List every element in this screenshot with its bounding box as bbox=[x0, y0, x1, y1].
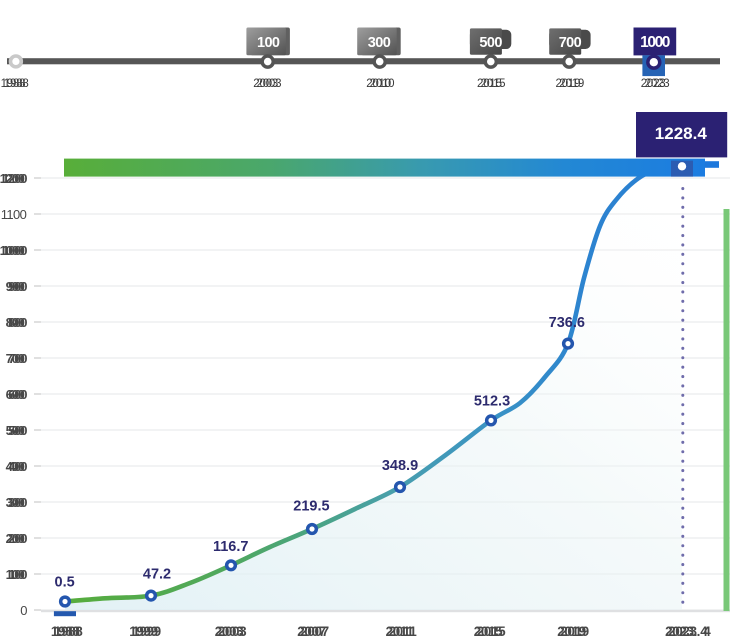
svg-text:700: 700 bbox=[6, 351, 25, 366]
svg-text:1999: 1999 bbox=[132, 624, 160, 639]
svg-text:2019: 2019 bbox=[556, 78, 581, 90]
svg-text:736.6: 736.6 bbox=[549, 315, 585, 331]
svg-text:100: 100 bbox=[8, 567, 27, 582]
svg-text:1000: 1000 bbox=[2, 243, 27, 258]
svg-text:2019: 2019 bbox=[557, 624, 585, 639]
svg-text:700: 700 bbox=[8, 351, 27, 366]
svg-text:2015: 2015 bbox=[477, 78, 502, 90]
svg-text:2010: 2010 bbox=[370, 78, 395, 90]
svg-text:500: 500 bbox=[6, 423, 25, 438]
svg-text:2023. 4: 2023. 4 bbox=[668, 624, 711, 639]
svg-text:47.2: 47.2 bbox=[143, 567, 171, 583]
svg-text:2023. 4: 2023. 4 bbox=[665, 624, 708, 639]
svg-text:1000: 1000 bbox=[0, 243, 25, 258]
svg-text:400: 400 bbox=[6, 459, 25, 474]
svg-text:1988: 1988 bbox=[1, 78, 26, 90]
svg-text:300: 300 bbox=[6, 495, 25, 510]
svg-text:2015: 2015 bbox=[481, 78, 506, 90]
svg-text:600: 600 bbox=[6, 387, 25, 402]
svg-text:2011: 2011 bbox=[389, 624, 418, 639]
svg-text:2007: 2007 bbox=[297, 624, 325, 639]
svg-text:100: 100 bbox=[6, 567, 25, 582]
svg-text:1988: 1988 bbox=[51, 624, 80, 639]
svg-text:600: 600 bbox=[8, 387, 27, 402]
svg-text:1988: 1988 bbox=[4, 78, 29, 90]
svg-text:2019: 2019 bbox=[559, 78, 584, 90]
svg-text:100: 100 bbox=[257, 35, 280, 51]
svg-text:400: 400 bbox=[8, 459, 27, 474]
svg-text:348.9: 348.9 bbox=[382, 458, 418, 474]
svg-text:0: 0 bbox=[20, 603, 27, 618]
svg-text:1228.4: 1228.4 bbox=[655, 124, 708, 143]
svg-text:900: 900 bbox=[8, 279, 27, 294]
svg-text:2010: 2010 bbox=[366, 78, 391, 90]
svg-text:2023: 2023 bbox=[641, 78, 666, 90]
svg-text:2003: 2003 bbox=[257, 78, 282, 90]
svg-text:2007: 2007 bbox=[300, 624, 328, 639]
svg-text:1100: 1100 bbox=[1, 207, 27, 222]
svg-text:2003: 2003 bbox=[215, 624, 244, 639]
svg-text:500: 500 bbox=[479, 35, 502, 51]
svg-text:200: 200 bbox=[8, 531, 27, 546]
svg-text:2023: 2023 bbox=[645, 78, 670, 90]
svg-text:1000: 1000 bbox=[640, 34, 670, 51]
svg-text:2015: 2015 bbox=[474, 624, 503, 639]
svg-text:500: 500 bbox=[8, 423, 27, 438]
svg-text:1999: 1999 bbox=[129, 624, 157, 639]
svg-text:800: 800 bbox=[6, 315, 25, 330]
svg-text:0.5: 0.5 bbox=[55, 575, 75, 591]
svg-text:2019: 2019 bbox=[560, 624, 588, 639]
svg-text:512.3: 512.3 bbox=[474, 394, 510, 410]
svg-text:2003: 2003 bbox=[218, 624, 247, 639]
svg-text:700: 700 bbox=[559, 35, 582, 51]
svg-text:2015: 2015 bbox=[477, 624, 506, 639]
svg-text:800: 800 bbox=[8, 315, 27, 330]
svg-text:2003: 2003 bbox=[253, 78, 278, 90]
svg-text:300: 300 bbox=[8, 495, 27, 510]
svg-text:1988: 1988 bbox=[54, 624, 83, 639]
svg-text:300: 300 bbox=[368, 35, 391, 51]
svg-text:1200: 1200 bbox=[0, 171, 25, 186]
svg-text:2011: 2011 bbox=[386, 624, 415, 639]
svg-text:219.5: 219.5 bbox=[293, 499, 329, 515]
svg-text:1200: 1200 bbox=[2, 171, 27, 186]
svg-text:116.7: 116.7 bbox=[213, 539, 249, 555]
svg-text:200: 200 bbox=[6, 531, 25, 546]
svg-text:900: 900 bbox=[6, 279, 25, 294]
